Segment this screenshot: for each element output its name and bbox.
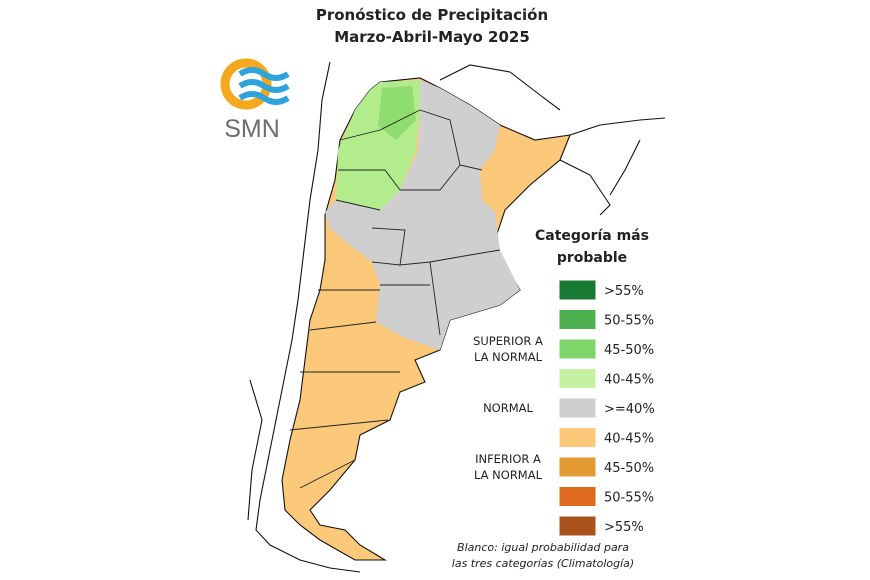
bolivia-border <box>439 64 561 111</box>
legend: >55% 50-55% 45-50% 40-45% >=40% 40-45% 45-50% 5… <box>473 279 655 537</box>
uruguay-coast <box>559 159 611 216</box>
logo-ring <box>220 58 272 110</box>
region-normal <box>325 80 520 350</box>
legend-title: probable <box>557 250 627 266</box>
legend-swatch <box>558 309 597 330</box>
logo-wave <box>238 79 290 93</box>
legend-label: >=40% <box>604 402 655 417</box>
legend-title: Categoría más <box>535 228 649 244</box>
legend-label: 45-50% <box>604 461 654 476</box>
legend-label: 50-55% <box>604 314 654 329</box>
coast-islands <box>247 379 263 521</box>
group-label: NORMAL <box>483 401 533 415</box>
legend-swatch <box>558 279 597 301</box>
legend-swatch <box>558 456 597 478</box>
footnote: las tres categorías (Climatología) <box>452 557 634 570</box>
legend-swatch <box>558 397 597 419</box>
group-label: INFERIOR A <box>475 452 541 466</box>
legend-swatch <box>558 427 597 448</box>
legend-swatch <box>558 338 597 360</box>
legend-label: >55% <box>604 520 644 535</box>
legend-label: >55% <box>604 284 644 299</box>
legend-swatch <box>558 486 597 507</box>
title-line: Pronóstico de Precipitación <box>316 6 548 24</box>
logo-text: SMN <box>224 115 280 143</box>
logo-wave <box>238 67 290 81</box>
brazil-coast <box>609 139 641 196</box>
legend-label: 40-45% <box>604 432 654 447</box>
chile-coast <box>255 61 361 573</box>
legend-label: 40-45% <box>604 373 654 388</box>
title-line: Marzo-Abril-Mayo 2025 <box>334 28 530 46</box>
brazil-border <box>569 117 666 136</box>
logo: SMN <box>220 58 290 143</box>
legend-label: 50-55% <box>604 491 654 506</box>
group-label: LA NORMAL <box>474 350 543 364</box>
footnote: Blanco: igual probabilidad para <box>457 541 629 554</box>
legend-label: 45-50% <box>604 343 654 358</box>
group-label: LA NORMAL <box>474 468 543 482</box>
legend-swatch <box>558 368 597 389</box>
map <box>247 61 666 573</box>
group-label: SUPERIOR A <box>473 334 543 348</box>
province-lines <box>289 109 501 489</box>
logo-wave <box>238 91 290 105</box>
legend-swatch <box>558 515 597 537</box>
